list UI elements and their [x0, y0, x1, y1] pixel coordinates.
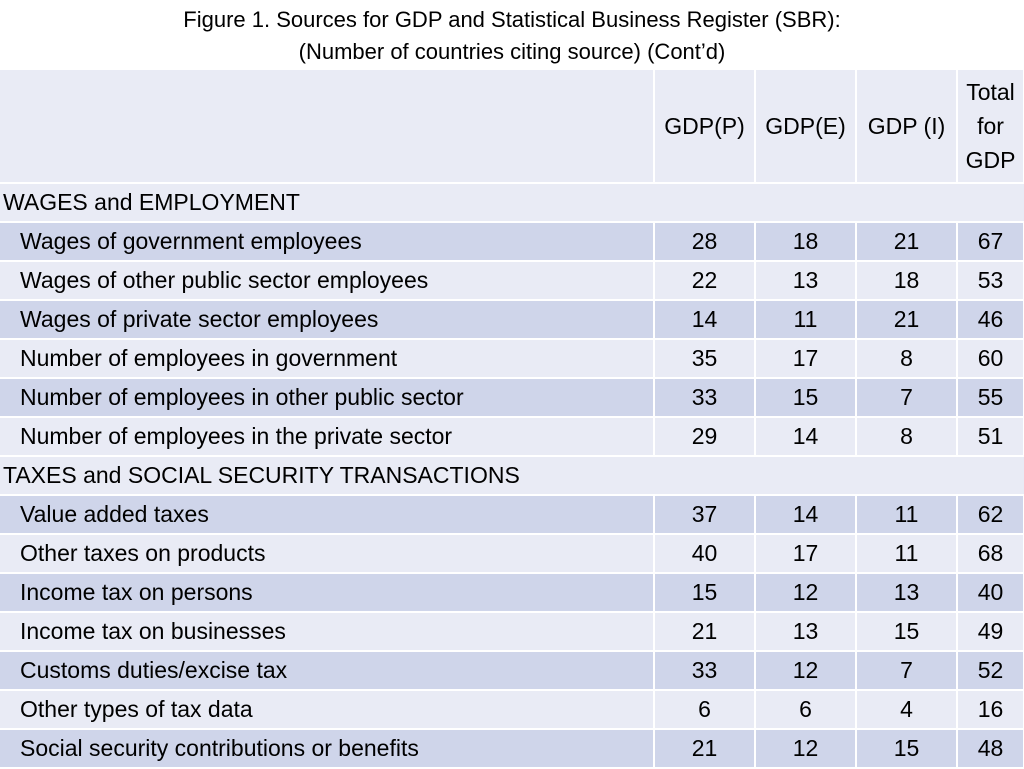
- cell-gdp-p: 28: [654, 222, 756, 262]
- cell-gdp-e: 14: [755, 417, 857, 457]
- cell-total-gdp: 46: [957, 300, 1024, 340]
- section-heading: TAXES and SOCIAL SECURITY TRANSACTIONS: [0, 456, 1024, 496]
- cell-total-gdp: 62: [957, 495, 1024, 535]
- table-row: Value added taxes 37 14 11 62: [0, 495, 1024, 535]
- table-row: Income tax on businesses 21 13 15 49: [0, 612, 1024, 652]
- cell-gdp-p: 14: [654, 300, 756, 340]
- cell-gdp-p: 15: [654, 573, 756, 613]
- cell-total-gdp: 48: [957, 729, 1024, 769]
- table-row: Number of employees in other public sect…: [0, 378, 1024, 418]
- table-row: Wages of government employees 28 18 21 67: [0, 222, 1024, 262]
- header-total-for-gdp: Total for GDP: [957, 70, 1024, 184]
- table-row: Other types of tax data 6 6 4 16: [0, 690, 1024, 730]
- cell-total-gdp: 52: [957, 651, 1024, 691]
- cell-total-gdp: 51: [957, 417, 1024, 457]
- header-total-line-3: GDP: [965, 147, 1016, 173]
- cell-gdp-i: 7: [856, 378, 958, 418]
- row-label: Customs duties/excise tax: [0, 651, 655, 691]
- table-row: Other taxes on products 40 17 11 68: [0, 534, 1024, 574]
- header-gdp-p: GDP(P): [654, 70, 756, 184]
- cell-gdp-p: 37: [654, 495, 756, 535]
- figure-title-line-1: Figure 1. Sources for GDP and Statistica…: [183, 7, 841, 32]
- cell-total-gdp: 60: [957, 339, 1024, 379]
- sources-table: GDP(P) GDP(E) GDP (I) Total for GDP WAGES …: [0, 70, 1024, 769]
- cell-gdp-i: 4: [856, 690, 958, 730]
- cell-gdp-p: 33: [654, 651, 756, 691]
- table-row: Number of employees in the private secto…: [0, 417, 1024, 457]
- header-label-cell: [0, 70, 655, 184]
- row-label: Income tax on businesses: [0, 612, 655, 652]
- cell-gdp-p: 6: [654, 690, 756, 730]
- table-row: Customs duties/excise tax 33 12 7 52: [0, 651, 1024, 691]
- cell-gdp-p: 33: [654, 378, 756, 418]
- cell-gdp-i: 7: [856, 651, 958, 691]
- cell-gdp-i: 18: [856, 261, 958, 301]
- cell-total-gdp: 67: [957, 222, 1024, 262]
- cell-gdp-p: 22: [654, 261, 756, 301]
- row-label: Wages of private sector employees: [0, 300, 655, 340]
- header-total-line-1: Total: [966, 79, 1015, 105]
- figure-title-line-2: (Number of countries citing source) (Con…: [298, 39, 726, 64]
- row-label: Income tax on persons: [0, 573, 655, 613]
- cell-gdp-i: 8: [856, 339, 958, 379]
- cell-gdp-i: 11: [856, 495, 958, 535]
- cell-total-gdp: 68: [957, 534, 1024, 574]
- header-gdp-e: GDP(E): [755, 70, 857, 184]
- cell-total-gdp: 53: [957, 261, 1024, 301]
- table-row: Social security contributions or benefit…: [0, 729, 1024, 769]
- table-row: Income tax on persons 15 12 13 40: [0, 573, 1024, 613]
- table-row: Number of employees in government 35 17 8 60: [0, 339, 1024, 379]
- cell-gdp-e: 17: [755, 339, 857, 379]
- row-label: Other taxes on products: [0, 534, 655, 574]
- cell-gdp-p: 35: [654, 339, 756, 379]
- cell-gdp-e: 11: [755, 300, 857, 340]
- section-heading: WAGES and EMPLOYMENT: [0, 183, 1024, 223]
- cell-gdp-p: 40: [654, 534, 756, 574]
- cell-gdp-e: 15: [755, 378, 857, 418]
- row-label: Number of employees in other public sect…: [0, 378, 655, 418]
- table-row: Wages of private sector employees 14 11 21 4…: [0, 300, 1024, 340]
- table-header-row: GDP(P) GDP(E) GDP (I) Total for GDP: [0, 70, 1024, 184]
- row-label: Value added taxes: [0, 495, 655, 535]
- cell-gdp-i: 21: [856, 300, 958, 340]
- row-label: Wages of government employees: [0, 222, 655, 262]
- cell-gdp-i: 13: [856, 573, 958, 613]
- section-row: TAXES and SOCIAL SECURITY TRANSACTIONS: [0, 456, 1024, 496]
- cell-gdp-e: 6: [755, 690, 857, 730]
- row-label: Social security contributions or benefit…: [0, 729, 655, 769]
- cell-total-gdp: 55: [957, 378, 1024, 418]
- cell-gdp-i: 15: [856, 729, 958, 769]
- header-gdp-i: GDP (I): [856, 70, 958, 184]
- cell-gdp-e: 12: [755, 573, 857, 613]
- cell-gdp-p: 21: [654, 612, 756, 652]
- row-label: Wages of other public sector employees: [0, 261, 655, 301]
- header-total-line-2: for: [977, 113, 1004, 139]
- cell-gdp-e: 18: [755, 222, 857, 262]
- cell-gdp-e: 17: [755, 534, 857, 574]
- cell-gdp-p: 21: [654, 729, 756, 769]
- cell-gdp-i: 11: [856, 534, 958, 574]
- cell-gdp-i: 15: [856, 612, 958, 652]
- cell-gdp-e: 12: [755, 729, 857, 769]
- row-label: Number of employees in the private secto…: [0, 417, 655, 457]
- cell-gdp-e: 13: [755, 612, 857, 652]
- table-row: Wages of other public sector employees 22…: [0, 261, 1024, 301]
- cell-total-gdp: 49: [957, 612, 1024, 652]
- cell-gdp-i: 21: [856, 222, 958, 262]
- row-label: Number of employees in government: [0, 339, 655, 379]
- cell-gdp-i: 8: [856, 417, 958, 457]
- row-label: Other types of tax data: [0, 690, 655, 730]
- cell-gdp-p: 29: [654, 417, 756, 457]
- section-row: WAGES and EMPLOYMENT: [0, 183, 1024, 223]
- cell-total-gdp: 40: [957, 573, 1024, 613]
- cell-gdp-e: 14: [755, 495, 857, 535]
- cell-gdp-e: 13: [755, 261, 857, 301]
- cell-total-gdp: 16: [957, 690, 1024, 730]
- cell-gdp-e: 12: [755, 651, 857, 691]
- figure-title: Figure 1. Sources for GDP and Statistica…: [0, 0, 1024, 70]
